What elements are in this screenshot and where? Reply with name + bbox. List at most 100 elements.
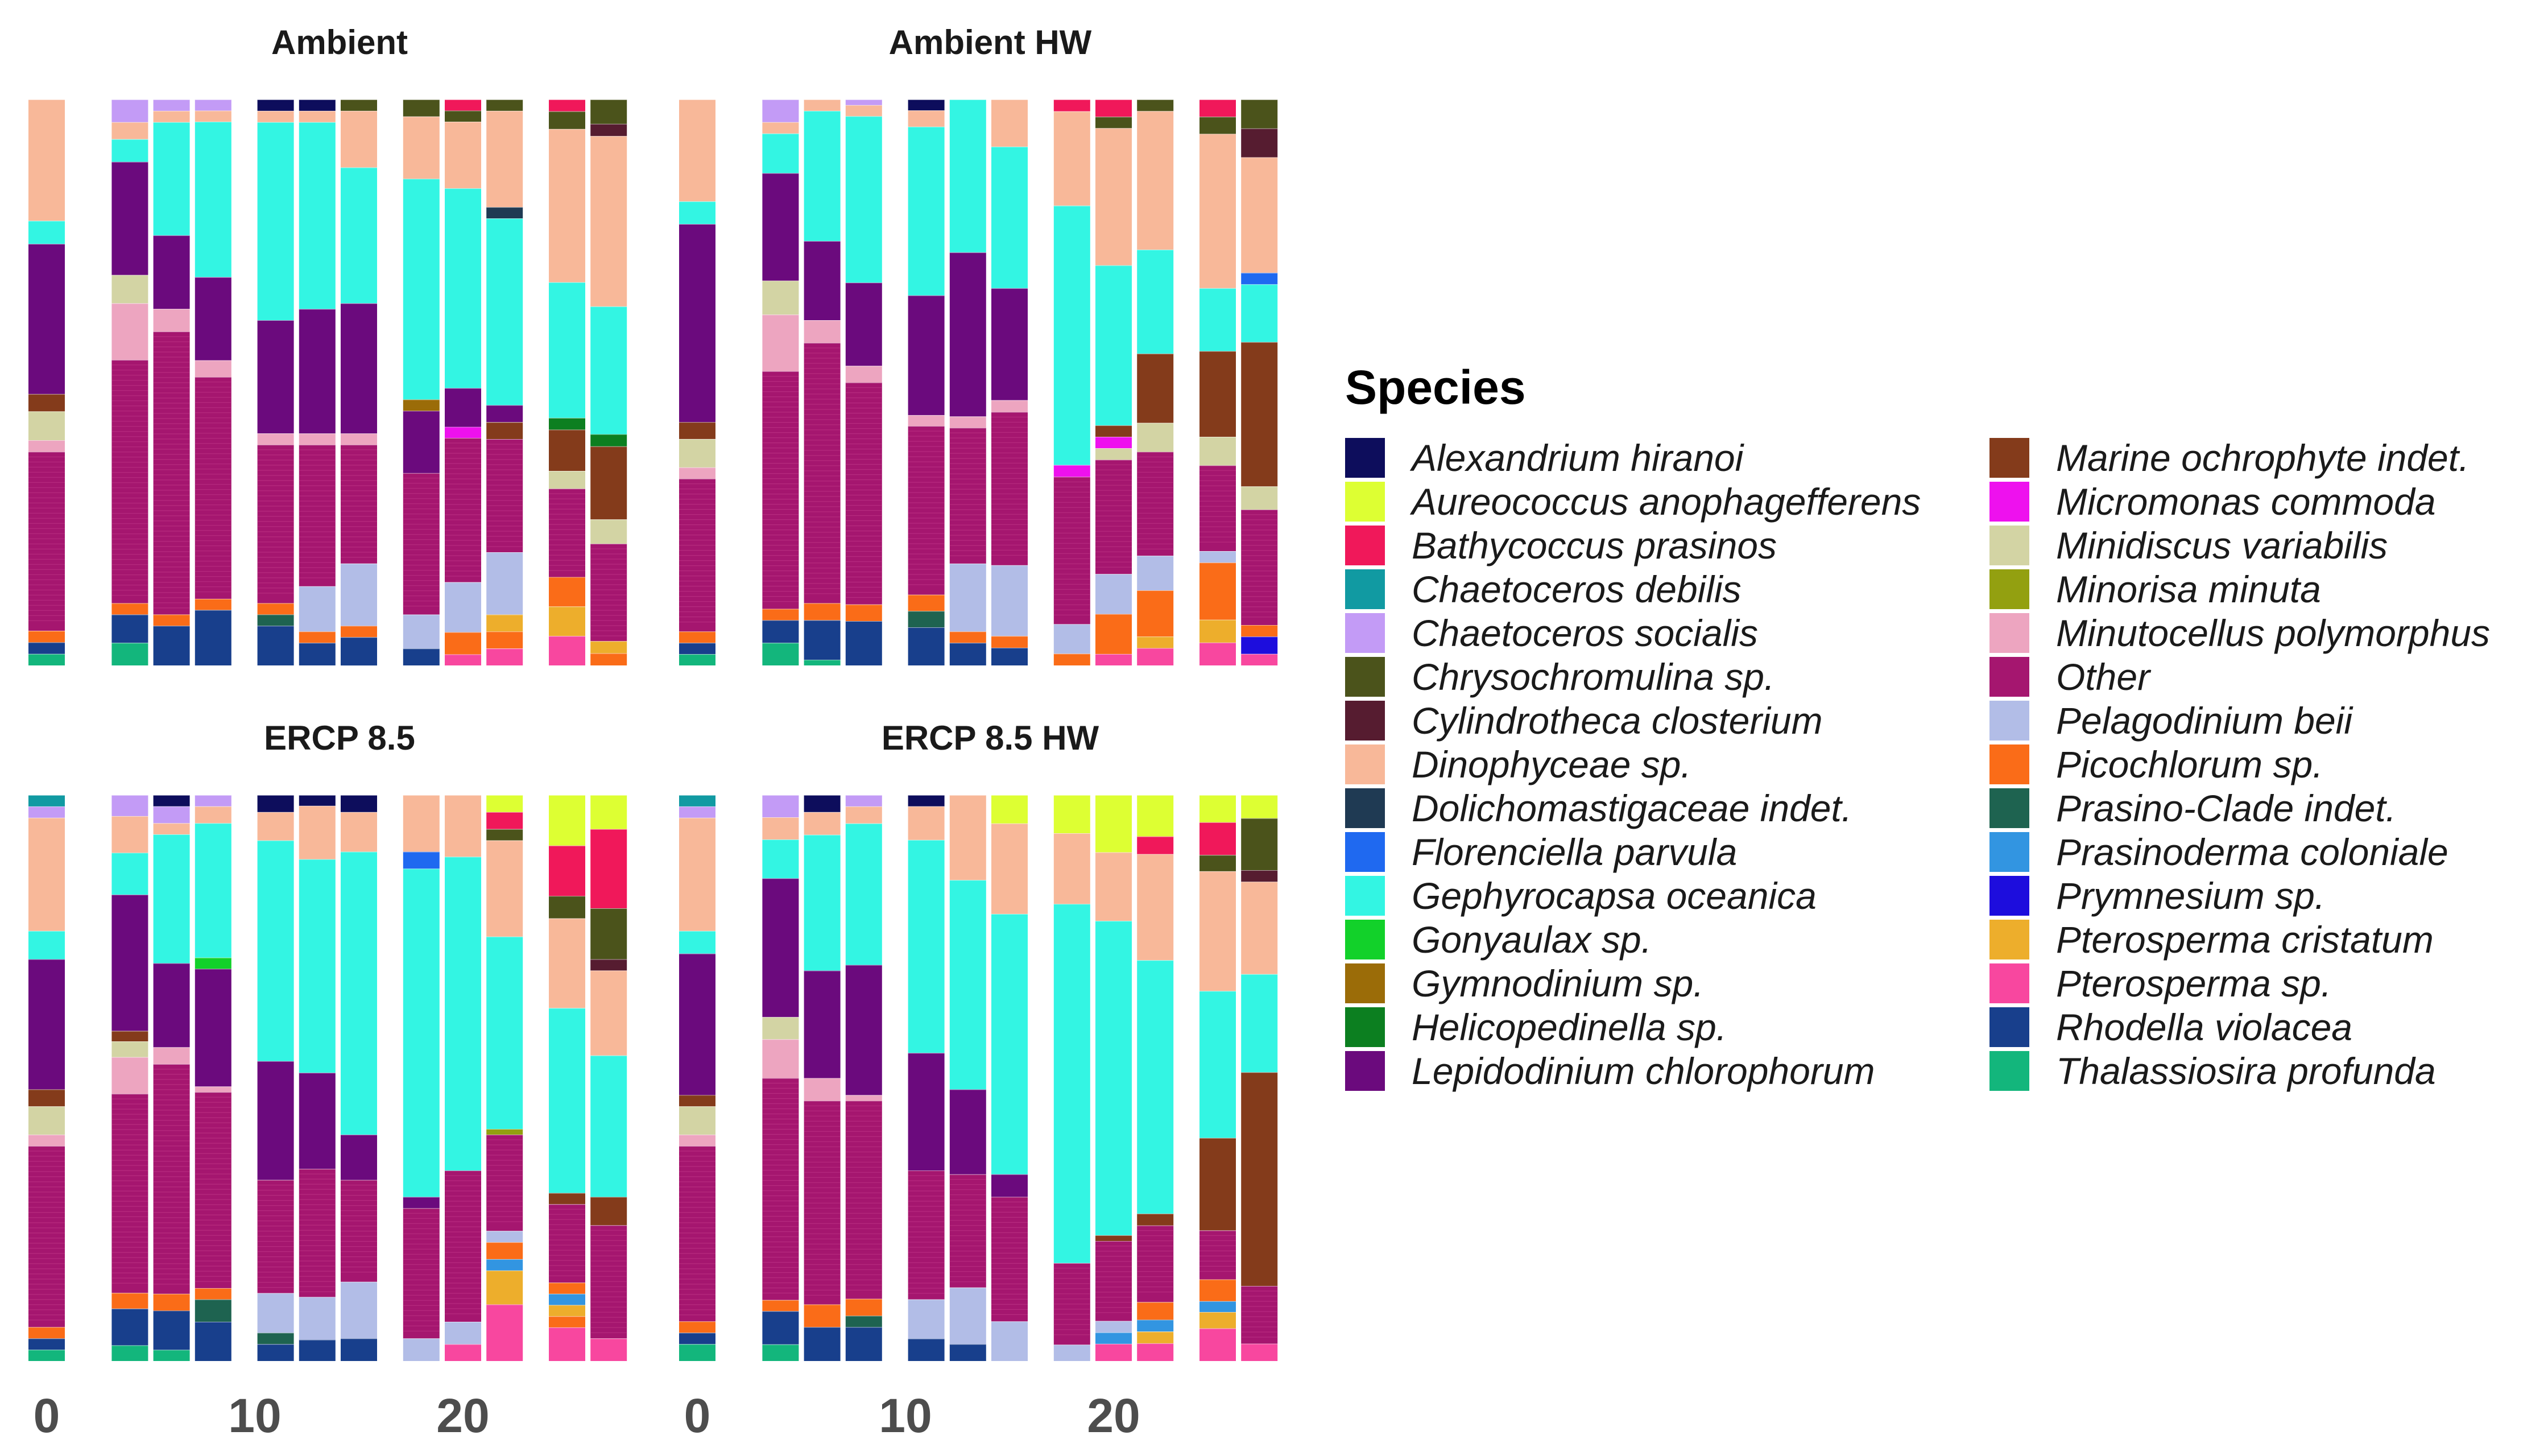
bar-segment-lepido xyxy=(762,878,799,1017)
bar-segment-dino xyxy=(804,812,841,835)
bar-segment-other xyxy=(486,1135,523,1231)
bar-segment-pelago xyxy=(1199,551,1236,563)
bar-segment-dino xyxy=(486,840,523,937)
bar-segment-minuto xyxy=(762,1039,799,1078)
bar-segment-other xyxy=(28,452,65,631)
bar-segment-marine xyxy=(1137,353,1174,423)
bar-segment-picoch xyxy=(1053,653,1090,665)
bar-segment-minuto xyxy=(845,366,882,383)
bar-segment-gephy xyxy=(341,167,377,304)
bar-segment-prasclade xyxy=(908,611,945,627)
bar-segment-alex xyxy=(257,100,294,111)
bar-segment-lepido xyxy=(299,309,336,434)
bar-segment-minuto xyxy=(341,433,377,445)
bar-segment-gephy xyxy=(257,840,294,1061)
bar-segment-chryso xyxy=(445,110,481,122)
legend-label: Minidiscus variabilis xyxy=(2056,524,2388,566)
bar-segment-prymn xyxy=(1241,636,1278,654)
bar-segment-gephy xyxy=(1053,205,1090,465)
bar-segment-gephy xyxy=(486,218,523,406)
bar-segment-prascol xyxy=(1137,1320,1174,1332)
bar-segment-other xyxy=(762,371,799,609)
bar-segment-dino xyxy=(195,806,231,824)
bar-segment-pelago xyxy=(1095,1321,1132,1333)
bar-segment-dino xyxy=(195,110,231,122)
bar-segment-pelago xyxy=(949,1287,986,1345)
legend-item-prascol: Prasinoderma coloniale xyxy=(1989,831,2448,873)
bar-segment-pelago xyxy=(257,1293,294,1333)
bar-segment-minuto xyxy=(679,467,715,479)
bar-segment-alex xyxy=(908,795,945,806)
bar-segment-lepido xyxy=(908,295,945,415)
bar-segment-minid xyxy=(762,280,799,315)
bar-segment-bathy xyxy=(486,812,523,829)
bar-segment-rhodel xyxy=(257,1344,294,1361)
bar-segment-picoch xyxy=(28,631,65,643)
bar-segment-lepido xyxy=(804,241,841,320)
bar-segment-other xyxy=(762,1078,799,1300)
bar-segment-gephy xyxy=(991,913,1028,1174)
bar-segment-other xyxy=(1241,509,1278,625)
bar-segment-minid xyxy=(1199,437,1236,466)
bar-segment-bathy xyxy=(1199,822,1236,855)
bar-segment-cylin xyxy=(590,959,627,971)
bar-segment-lepido xyxy=(195,277,231,361)
bar-segment-other xyxy=(445,1170,481,1322)
bar-day-11 xyxy=(908,795,945,1361)
bar-segment-prasclade xyxy=(257,1333,294,1345)
bar-segment-marine xyxy=(590,1197,627,1226)
bar-segment-picoch xyxy=(762,1300,799,1312)
bar-segment-other xyxy=(445,438,481,582)
legend-item-cylin: Cylindrotheca closterium xyxy=(1345,700,1823,742)
bar-segment-minuto xyxy=(153,1047,190,1064)
legend-label: Minutocellus polymorphus xyxy=(2056,612,2490,654)
bar-segment-gephy xyxy=(153,834,190,963)
bar-segment-other xyxy=(341,444,377,564)
bar-segment-dino xyxy=(1241,882,1278,974)
bar-segment-chryso xyxy=(403,100,440,117)
bar-segment-dino xyxy=(762,122,799,134)
bar-segment-dino xyxy=(257,110,294,122)
bar-day-18 xyxy=(403,795,440,1361)
bar-segment-gephy xyxy=(1095,921,1132,1235)
bar-segment-pelago xyxy=(299,1297,336,1340)
bar-segment-minuto xyxy=(299,433,336,445)
bar-segment-picoch xyxy=(590,653,627,665)
bar-segment-gephy xyxy=(1241,284,1278,342)
bar-segment-dolich xyxy=(486,207,523,218)
bar-day-20 xyxy=(1095,795,1132,1361)
bar-day-13 xyxy=(949,99,986,665)
bar-segment-prascol xyxy=(486,1259,523,1271)
bar-segment-dino xyxy=(341,812,377,852)
bar-segment-minuto xyxy=(28,1135,65,1146)
x-tick-label: 20 xyxy=(436,1389,489,1442)
bar-segment-other xyxy=(804,342,841,603)
bar-segment-gephy xyxy=(804,110,841,241)
bar-segment-cylin xyxy=(1241,128,1278,158)
bar-segment-floren xyxy=(403,851,440,869)
bar-segment-dino xyxy=(1199,871,1236,991)
legend-item-other: Other xyxy=(1989,656,2152,698)
bar-segment-dino xyxy=(111,816,148,853)
legend-swatch xyxy=(1345,526,1385,565)
bar-segment-thalas xyxy=(111,1345,148,1361)
bar-segment-chryso xyxy=(549,896,585,919)
legend-swatch xyxy=(1989,744,2029,784)
bar-segment-marine xyxy=(1199,1138,1236,1231)
legend-swatch xyxy=(1989,657,2029,697)
bar-segment-rhodel xyxy=(257,626,294,665)
x-tick-label: 0 xyxy=(684,1389,711,1442)
bar-segment-gephy xyxy=(111,853,148,895)
bar-segment-gephy xyxy=(445,188,481,388)
legend-swatch xyxy=(1345,963,1385,1003)
bar-segment-gephy xyxy=(1199,288,1236,351)
legend-swatch xyxy=(1345,1007,1385,1047)
legend-label: Gonyaulax sp. xyxy=(1412,919,1652,961)
bar-segment-chryso xyxy=(1199,855,1236,871)
bar-segment-aureo xyxy=(549,795,585,846)
bar-segment-micro xyxy=(1053,465,1090,477)
bar-segment-dino xyxy=(1137,854,1174,961)
legend-item-micro: Micromonas commoda xyxy=(1989,481,2436,523)
bar-segment-rhodel xyxy=(804,1327,841,1361)
